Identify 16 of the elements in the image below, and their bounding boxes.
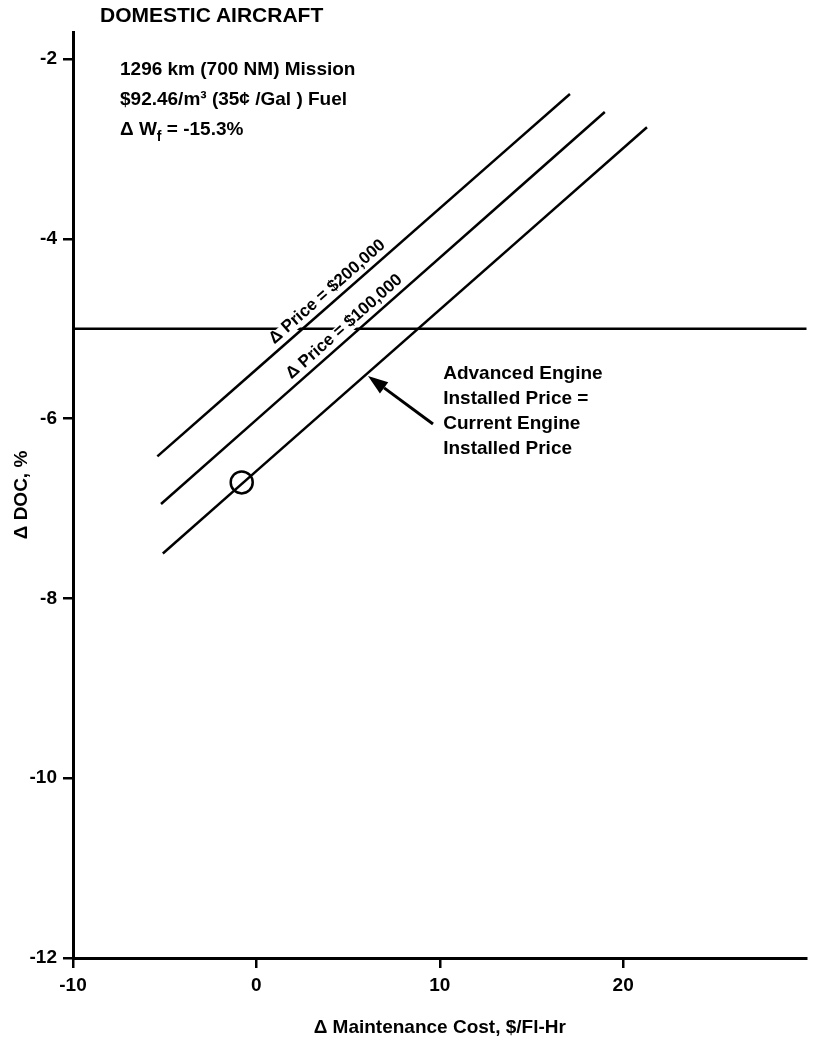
x-tick-label: 20 (612, 973, 634, 995)
y-tick-label: -6 (40, 406, 57, 428)
x-tick-label: -10 (59, 973, 87, 995)
y-tick-label: -12 (29, 946, 57, 968)
y-tick-label: -8 (40, 586, 57, 608)
chart-title: DOMESTIC AIRCRAFT (100, 3, 324, 26)
y-tick-label: -2 (40, 47, 57, 69)
y-tick-label: -10 (29, 766, 57, 788)
x-tick-label: 0 (251, 973, 262, 995)
y-tick-label: -4 (40, 227, 58, 249)
y-axis-title: Δ DOC, % (9, 450, 31, 540)
x-tick-label: 10 (429, 973, 451, 995)
annotation: 1296 km (700 NM) Mission (120, 58, 356, 79)
x-axis-title: Δ Maintenance Cost, $/Fl-Hr (313, 1015, 567, 1037)
annotation: Advanced Engine Installed Price = Current Engine Installed Price (443, 362, 603, 459)
annotation: $92.46/m³ (35¢ /Gal ) Fuel (120, 88, 348, 109)
